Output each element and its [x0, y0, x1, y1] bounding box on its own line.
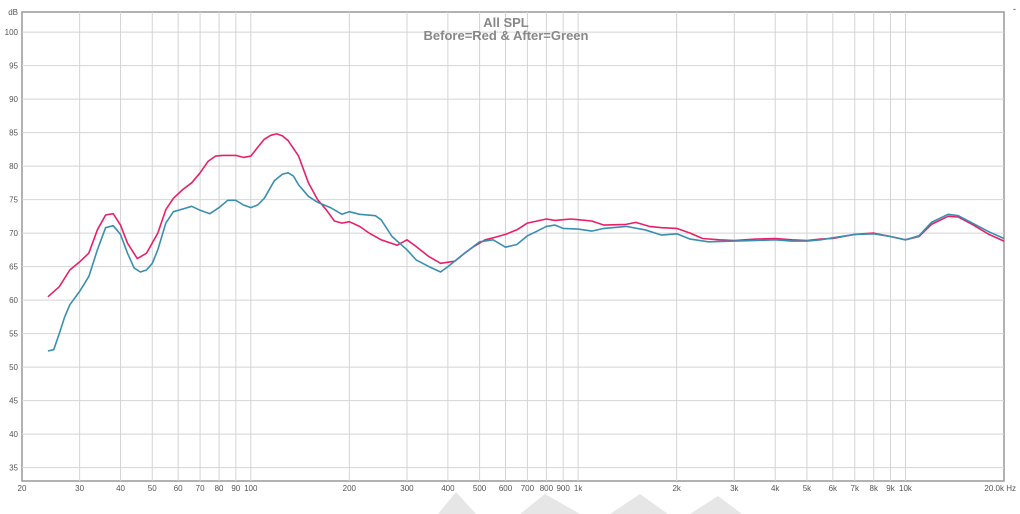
x-tick-label: 100 [244, 484, 258, 493]
y-tick-label: 90 [9, 95, 18, 104]
x-tick-label: 1k [574, 484, 583, 493]
series-line-2 [47, 172, 1005, 352]
x-tick-label: 3k [730, 484, 739, 493]
series-line-1 [47, 133, 1005, 298]
x-tick-label: 60 [174, 484, 183, 493]
x-tick-label: 50 [148, 484, 157, 493]
y-tick-label: 95 [9, 62, 18, 71]
x-tick-label: 2k [672, 484, 681, 493]
x-tick-label: 700 [521, 484, 535, 493]
y-tick-label: 85 [9, 129, 18, 138]
x-tick-label: 6k [829, 484, 838, 493]
chart-subtitle: Before=Red & After=Green [424, 28, 589, 43]
y-tick-label: 70 [9, 229, 18, 238]
y-tick-label: dB [8, 8, 18, 17]
x-tick-label: 4k [771, 484, 780, 493]
watermark-shape [520, 494, 580, 514]
y-tick-label: 100 [5, 28, 19, 37]
y-tick-label: 75 [9, 196, 18, 205]
x-tick-label: 5k [803, 484, 812, 493]
x-tick-label: 20 [18, 484, 27, 493]
watermark-shapes [438, 492, 742, 514]
chart-title: All SPL [483, 15, 529, 30]
x-tick-label: 500 [473, 484, 487, 493]
x-tick-label: 30 [75, 484, 84, 493]
x-tick-label: 200 [343, 484, 357, 493]
y-tick-label: 35 [9, 464, 18, 473]
x-tick-label: 800 [540, 484, 554, 493]
y-tick-label: 55 [9, 330, 18, 339]
x-tick-label: 8k [870, 484, 879, 493]
tick-labels: 20 30 40 50 60 70 80 90 100 200 300 400 500 600 700 800… [5, 8, 1016, 493]
x-tick-label: 80 [215, 484, 224, 493]
watermark-shape [690, 496, 742, 514]
x-tick-label: 9k [886, 484, 895, 493]
x-tick-label: 90 [231, 484, 240, 493]
y-tick-label: 50 [9, 363, 18, 372]
y-tick-label: 80 [9, 162, 18, 171]
y-tick-label: 40 [9, 430, 18, 439]
x-tick-label: 600 [499, 484, 513, 493]
y-tick-label: 65 [9, 263, 18, 272]
watermark-shape [438, 492, 476, 514]
corner-mark: - [1013, 4, 1016, 14]
plot-area [21, 11, 1005, 482]
x-tick-label: 400 [441, 484, 455, 493]
series-layer [47, 133, 1005, 352]
x-tick-label: 7k [851, 484, 860, 493]
watermark-shape [610, 494, 668, 514]
y-tick-label: 60 [9, 296, 18, 305]
x-tick-label: 10k [899, 484, 913, 493]
x-tick-label: 40 [116, 484, 125, 493]
x-tick-label: 900 [556, 484, 570, 493]
x-tick-label: 20.0k Hz [984, 484, 1016, 493]
x-tick-label: 300 [400, 484, 414, 493]
x-tick-label: 70 [196, 484, 205, 493]
y-tick-label: 45 [9, 397, 18, 406]
